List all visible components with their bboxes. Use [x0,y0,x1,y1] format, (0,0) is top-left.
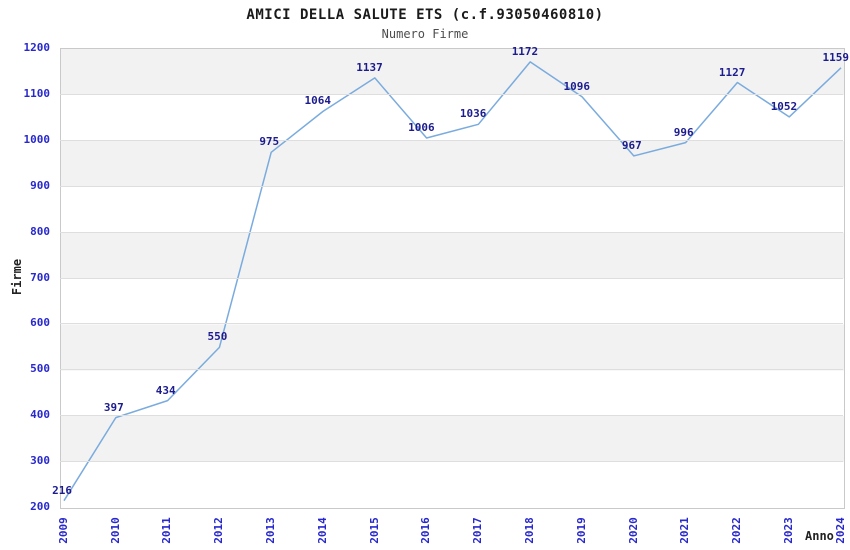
gridline [60,231,843,233]
x-tick-label: 2013 [263,516,277,544]
y-tick-label: 1100 [23,86,51,100]
gridline [60,415,843,417]
x-tick-label: 2019 [574,516,588,544]
data-point-label: 1064 [304,94,332,108]
data-point-label: 1036 [459,107,487,121]
data-point-label: 996 [673,125,694,139]
data-point-label: 1127 [718,65,746,79]
gridline [60,277,843,279]
y-tick-label: 200 [30,500,50,513]
data-point-label: 397 [103,400,124,414]
x-tick-label: 2011 [160,516,174,544]
x-tick-label: 2018 [522,516,536,544]
y-tick-label: 600 [30,316,50,330]
x-axis-title: Anno [805,529,834,543]
y-tick-label: 900 [30,178,50,192]
y-tick-label: 700 [30,270,50,284]
x-tick-label: 2014 [315,516,329,544]
gridline [60,139,843,141]
data-point-label: 1096 [563,79,591,93]
line-series [63,61,842,502]
gridline [60,93,843,95]
data-point-label: 1137 [356,60,383,74]
chart-subtitle: Numero Firme [381,27,469,41]
y-tick-label: 400 [30,408,50,422]
data-point-label: 216 [52,483,72,497]
x-tick-label: 2021 [678,516,692,544]
y-tick-label: 300 [30,454,50,468]
data-point-label: 1159 [822,50,850,64]
y-tick-label: 1000 [23,132,51,146]
y-tick-label: 500 [30,362,50,376]
gridline [60,369,843,371]
x-tick-label: 2010 [108,516,122,544]
x-tick-label: 2020 [626,516,640,544]
data-point-label: 550 [207,330,228,344]
data-point-label: 975 [259,135,280,149]
data-point-label: 434 [155,383,176,397]
chart-title: AMICI DELLA SALUTE ETS (c.f.93050460810) [246,7,604,23]
data-point-label: 1006 [408,121,435,135]
line-series-svg [63,61,842,502]
data-point-label: 967 [621,138,642,152]
data-point-label: 1172 [511,44,539,58]
gridline [60,185,843,187]
x-tick-label: 2017 [470,516,484,544]
y-tick-label: 800 [30,224,50,238]
gridline [60,461,843,463]
data-point-label: 1052 [770,99,798,113]
plot-area [60,48,845,509]
x-tick-label: 2016 [419,516,433,544]
gridline [60,323,843,325]
y-tick-label: 1200 [23,41,51,54]
x-tick-label: 2015 [367,516,381,544]
x-tick-label: 2022 [729,516,743,544]
x-tick-label: 2009 [56,516,70,544]
x-tick-label: 2012 [211,516,225,544]
x-tick-label: 2023 [781,516,795,544]
